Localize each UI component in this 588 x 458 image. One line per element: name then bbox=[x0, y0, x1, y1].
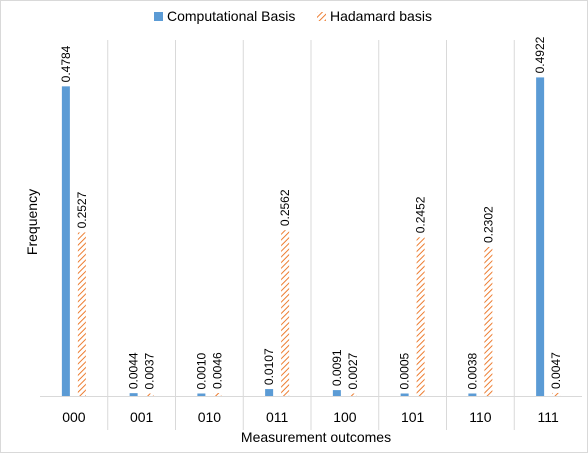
data-label: 0.0027 bbox=[346, 352, 360, 389]
x-tick-label: 100 bbox=[333, 409, 357, 425]
bar-computational-010 bbox=[197, 393, 206, 396]
legend-label: Hadamard basis bbox=[330, 8, 432, 24]
y-axis-title: Frequency bbox=[24, 189, 40, 255]
data-label: 0.0047 bbox=[549, 352, 563, 389]
data-labels: 0.4784 0.2527 0.0044 0.0037 0.0010 0.0046 0.01… bbox=[59, 36, 563, 389]
x-tick-label: 001 bbox=[130, 409, 154, 425]
legend-swatch-computational bbox=[154, 12, 163, 21]
x-tick-label: 101 bbox=[401, 409, 425, 425]
data-label: 0.4922 bbox=[533, 36, 547, 73]
bar-hadamard-000 bbox=[77, 232, 86, 396]
data-label: 0.2527 bbox=[75, 191, 89, 228]
data-label: 0.2452 bbox=[414, 196, 428, 233]
x-tick-label: 011 bbox=[266, 409, 289, 425]
x-tick-label: 010 bbox=[198, 409, 222, 425]
data-label: 0.0091 bbox=[330, 349, 344, 386]
bar-hadamard-110 bbox=[484, 246, 493, 396]
data-label: 0.2302 bbox=[481, 206, 495, 243]
x-axis-title: Measurement outcomes bbox=[241, 429, 391, 445]
bar-computational-111 bbox=[536, 77, 545, 397]
legend: Computational Basis Hadamard basis bbox=[154, 8, 432, 24]
data-label: 0.0107 bbox=[262, 348, 276, 385]
legend-swatch-hadamard bbox=[317, 12, 326, 21]
x-tick-label: 110 bbox=[469, 409, 492, 425]
bar-hadamard-101 bbox=[416, 237, 425, 396]
x-tick-labels: 000 001 010 011 100 101 110 111 bbox=[62, 409, 559, 425]
gridlines bbox=[40, 40, 582, 430]
bar-hadamard-010 bbox=[213, 393, 222, 396]
data-label: 0.2562 bbox=[278, 189, 292, 226]
data-label: 0.0010 bbox=[194, 352, 208, 389]
data-label: 0.0037 bbox=[143, 352, 157, 389]
data-label: 0.0044 bbox=[127, 352, 141, 389]
data-label: 0.4784 bbox=[59, 45, 73, 82]
bar-hadamard-011 bbox=[281, 230, 290, 396]
bar-hadamard-111 bbox=[552, 392, 561, 396]
bar-computational-000 bbox=[61, 86, 70, 396]
bar-hadamard-001 bbox=[145, 393, 154, 396]
bar-computational-110 bbox=[468, 393, 477, 396]
bar-computational-001 bbox=[129, 393, 138, 396]
bars bbox=[61, 77, 561, 397]
data-label: 0.0046 bbox=[210, 352, 224, 389]
data-label: 0.0005 bbox=[398, 352, 412, 389]
x-tick-label: 000 bbox=[62, 409, 86, 425]
legend-label: Computational Basis bbox=[167, 8, 295, 24]
bar-hadamard-100 bbox=[348, 393, 357, 396]
data-label: 0.0038 bbox=[465, 352, 479, 389]
bar-computational-101 bbox=[400, 393, 409, 396]
x-tick-label: 111 bbox=[537, 409, 558, 425]
bar-computational-100 bbox=[332, 390, 341, 396]
bar-computational-011 bbox=[265, 389, 274, 396]
